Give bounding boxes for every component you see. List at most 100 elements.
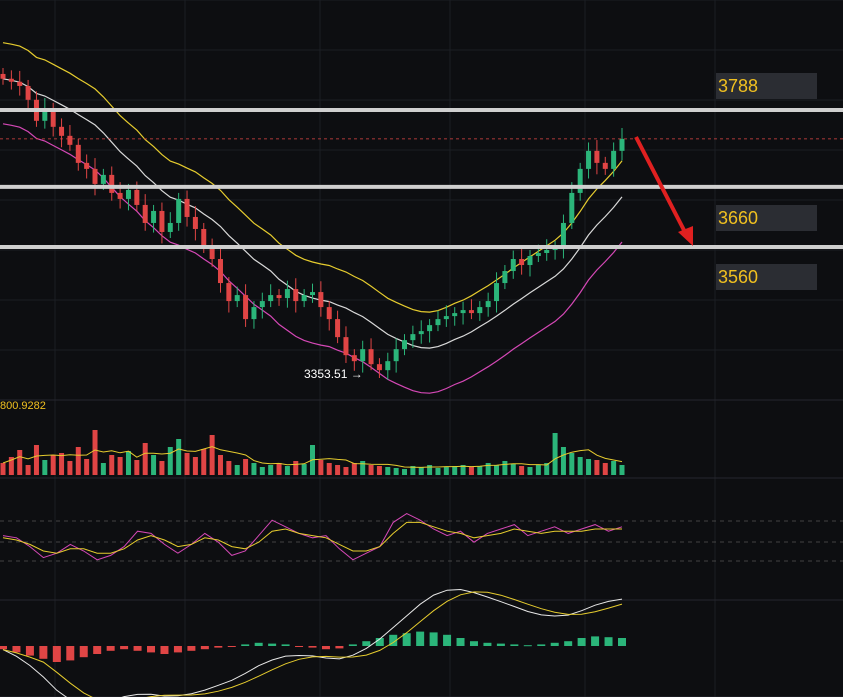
candle-body <box>276 295 282 299</box>
macd-bar <box>79 646 88 658</box>
macd-bar <box>12 646 21 653</box>
volume-bar <box>59 453 65 475</box>
volume-bar <box>602 463 608 475</box>
candle-body <box>510 259 516 272</box>
macd-bar <box>362 641 371 646</box>
candle-body <box>201 228 207 247</box>
volume-readout: 800.9282 <box>0 400 46 412</box>
candle-body <box>535 253 541 257</box>
candle-body <box>209 247 215 260</box>
candle-body <box>577 168 583 193</box>
volume-bar <box>259 467 265 475</box>
volume-bar <box>402 469 408 475</box>
volume-bar <box>293 461 299 475</box>
candle-body <box>351 355 357 362</box>
arrow-shaft <box>634 136 689 237</box>
level-lines <box>0 108 843 249</box>
arrow-head <box>678 226 693 246</box>
volume-bar <box>159 461 165 475</box>
band-upper-line <box>2 42 623 313</box>
candle-body <box>594 150 600 163</box>
volume-bar <box>519 466 525 475</box>
volume-bar <box>427 465 433 475</box>
candle-body <box>75 144 81 163</box>
volume-bar <box>67 461 73 475</box>
volume-bar <box>0 463 6 475</box>
macd-signal-line <box>2 591 623 697</box>
macd-bar <box>200 646 209 650</box>
macd-bar <box>456 638 465 646</box>
candle-body <box>25 85 31 100</box>
band-lower-line <box>2 123 623 394</box>
candle-body <box>259 301 265 308</box>
volume-bar <box>351 463 357 475</box>
volume-bar <box>393 468 399 475</box>
candle-body <box>251 307 257 320</box>
candle-body <box>134 189 140 205</box>
volume-bar <box>460 465 466 475</box>
volume-bar <box>452 466 458 475</box>
macd-bar <box>604 637 613 646</box>
macd-bar <box>254 642 263 646</box>
volume-bar <box>335 465 341 475</box>
macd-bar <box>469 641 478 646</box>
volume-bar <box>510 464 516 475</box>
volume-bar <box>75 447 81 475</box>
volume-panel <box>0 430 625 475</box>
low-annotation: 3353.51 → <box>304 367 363 381</box>
macd-bar <box>375 638 384 646</box>
volume-bar <box>117 457 123 475</box>
macd-bar <box>308 646 317 648</box>
macd-bar <box>591 636 600 646</box>
candle-body <box>176 198 182 223</box>
volume-bar <box>234 465 240 475</box>
candle-body <box>234 295 240 302</box>
candle-body <box>519 259 525 266</box>
candle-body <box>343 337 349 356</box>
macd-bar <box>133 646 142 651</box>
volume-bar <box>243 459 249 475</box>
macd-bar <box>321 646 330 650</box>
candle-body <box>544 250 550 254</box>
osc-line-1 <box>2 521 622 554</box>
volume-bar <box>569 453 575 475</box>
volume-bar <box>50 455 56 475</box>
candle-body <box>494 283 500 302</box>
volume-bar <box>477 466 483 475</box>
candle-body <box>310 292 315 296</box>
volume-bar <box>142 443 148 475</box>
volume-bar <box>586 459 592 475</box>
candle-body <box>402 340 408 350</box>
candle-body <box>243 295 249 320</box>
macd-bar <box>227 646 236 647</box>
candle-body <box>50 108 56 127</box>
candle-body <box>318 292 324 308</box>
macd-bar <box>537 644 546 646</box>
volume-bar <box>176 439 182 475</box>
volume-bar <box>33 445 39 475</box>
volume-bar <box>284 466 290 475</box>
macd-line <box>2 588 623 697</box>
macd-bar <box>564 641 573 646</box>
volume-bar <box>535 465 541 475</box>
volume-bar <box>343 467 349 475</box>
volume-bar <box>318 460 324 475</box>
volume-bar <box>251 463 257 475</box>
candle-body <box>100 174 106 184</box>
macd-bar <box>241 644 250 646</box>
candle-body <box>569 192 575 223</box>
volume-bar <box>109 455 115 475</box>
candle-body <box>452 313 458 317</box>
volume-bar <box>100 463 106 475</box>
candle-body <box>360 349 366 362</box>
macd-bar <box>402 633 411 646</box>
volume-bar <box>376 466 382 475</box>
volume-bar <box>217 455 223 475</box>
candle-body <box>527 256 533 266</box>
level-label-3660: 3660 <box>716 205 817 231</box>
volume-bar <box>368 465 374 475</box>
volume-bar <box>385 467 391 475</box>
macd-bar <box>93 646 102 654</box>
macd-bar <box>106 646 115 651</box>
volume-ma-line <box>2 446 623 468</box>
